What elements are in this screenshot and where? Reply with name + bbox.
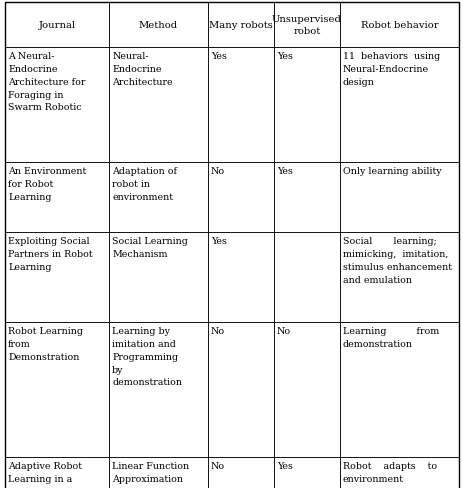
Bar (109, 232, 207, 323)
Bar (5, 48, 109, 163)
Bar (109, 457, 207, 488)
Text: Yes: Yes (211, 52, 226, 61)
Bar (339, 232, 458, 323)
Bar (207, 163, 273, 232)
Text: Robot behavior: Robot behavior (360, 21, 437, 30)
Text: Linear Function
Approximation: Linear Function Approximation (112, 461, 189, 483)
Text: Method: Method (138, 21, 178, 30)
Text: Learning by
imitation and
Programming
by
demonstration: Learning by imitation and Programming by… (112, 326, 181, 386)
Text: Robot    adapts    to
environment: Robot adapts to environment (342, 461, 436, 483)
Bar (109, 48, 207, 163)
Bar (207, 457, 273, 488)
Bar (207, 323, 273, 457)
Text: Neural-
Endocrine
Architecture: Neural- Endocrine Architecture (112, 52, 172, 86)
Text: Yes: Yes (276, 167, 292, 176)
Bar (339, 457, 458, 488)
Text: Learning          from
demonstration: Learning from demonstration (342, 326, 438, 348)
Bar (339, 163, 458, 232)
Text: Many robots: Many robots (208, 21, 272, 30)
Bar (5, 163, 109, 232)
Bar (339, 3, 458, 48)
Text: An Environment
for Robot
Learning: An Environment for Robot Learning (8, 167, 86, 201)
Bar (5, 457, 109, 488)
Bar (273, 3, 339, 48)
Text: Adaptation of
robot in
environment: Adaptation of robot in environment (112, 167, 177, 201)
Bar (273, 323, 339, 457)
Text: Adaptive Robot
Learning in a
non-stationary
Environment: Adaptive Robot Learning in a non-station… (8, 461, 82, 488)
Bar (207, 3, 273, 48)
Text: 11  behaviors  using
Neural-Endocrine
design: 11 behaviors using Neural-Endocrine desi… (342, 52, 439, 86)
Bar (207, 232, 273, 323)
Text: Robot Learning
from
Demonstration: Robot Learning from Demonstration (8, 326, 83, 361)
Bar (5, 3, 109, 48)
Text: Social       learning;
mimicking,  imitation,
stimulus enhancement
and emulation: Social learning; mimicking, imitation, s… (342, 237, 451, 284)
Text: Exploiting Social
Partners in Robot
Learning: Exploiting Social Partners in Robot Lear… (8, 237, 93, 271)
Bar (109, 323, 207, 457)
Bar (273, 457, 339, 488)
Text: Unsupervised
robot: Unsupervised robot (271, 15, 341, 36)
Text: No: No (211, 461, 225, 470)
Text: No: No (211, 326, 225, 335)
Bar (5, 232, 109, 323)
Bar (109, 3, 207, 48)
Text: Yes: Yes (211, 237, 226, 245)
Text: Journal: Journal (38, 21, 75, 30)
Text: Yes: Yes (276, 52, 292, 61)
Bar (339, 323, 458, 457)
Bar (109, 163, 207, 232)
Text: No: No (211, 167, 225, 176)
Bar (273, 48, 339, 163)
Text: Social Learning
Mechanism: Social Learning Mechanism (112, 237, 188, 258)
Bar (273, 163, 339, 232)
Text: Yes: Yes (276, 461, 292, 470)
Text: A Neural-
Endocrine
Architecture for
Foraging in
Swarm Robotic: A Neural- Endocrine Architecture for For… (8, 52, 85, 112)
Bar (273, 232, 339, 323)
Text: Only learning ability: Only learning ability (342, 167, 440, 176)
Bar (207, 48, 273, 163)
Bar (339, 48, 458, 163)
Bar (5, 323, 109, 457)
Text: No: No (276, 326, 290, 335)
